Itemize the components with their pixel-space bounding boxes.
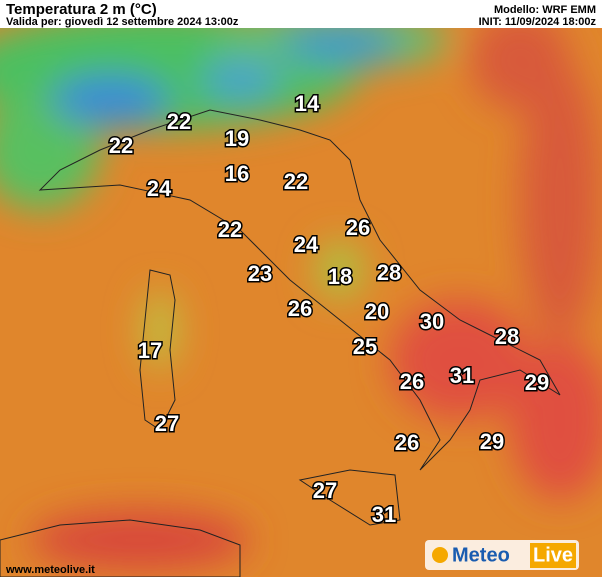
city-temperature: 20 <box>365 299 389 324</box>
logo-sun <box>432 547 448 563</box>
city-temperature: 24 <box>147 176 172 201</box>
city-temperature: 22 <box>284 169 308 194</box>
city-temperature: 31 <box>450 363 474 388</box>
coastline <box>38 109 561 471</box>
city-temperature: 22 <box>109 133 133 158</box>
city-temperature: 27 <box>155 411 179 436</box>
footer-url: www.meteolive.it <box>5 564 95 576</box>
sardinia-coast <box>139 269 176 431</box>
temperature-field <box>0 10 602 570</box>
logo-live: Live <box>533 544 573 566</box>
city-temperature: 26 <box>346 215 370 240</box>
africa-coast <box>0 519 241 577</box>
city-temperature: 28 <box>377 260 401 285</box>
model: Modello: WRF EMM <box>494 4 596 16</box>
sicily-coast <box>298 469 401 526</box>
city-temperature: 18 <box>328 264 352 289</box>
logo-live-bg <box>530 543 576 568</box>
header-bg <box>0 0 602 28</box>
city-temperature: 16 <box>225 161 249 186</box>
city-temperature: 19 <box>225 126 249 151</box>
title: Temperatura 2 m (°C) <box>6 1 157 18</box>
city-temperature: 27 <box>313 478 337 503</box>
city-labels: 14 22 19 22 16 22 24 22 26 24 23 18 28 26 20 30 28 17 25 31… <box>107 89 550 528</box>
city-temperature: 14 <box>295 91 320 116</box>
city-temperature: 23 <box>248 261 272 286</box>
init-time: INIT: 11/09/2024 18:00z <box>479 16 597 28</box>
city-temperature: 26 <box>400 369 424 394</box>
city-temperature: 31 <box>372 502 396 527</box>
city-temperature: 28 <box>495 324 519 349</box>
city-temperature: 22 <box>167 109 191 134</box>
city-temperature: 29 <box>480 429 504 454</box>
city-temperature: 26 <box>288 296 312 321</box>
city-temperature: 29 <box>525 370 549 395</box>
city-temperature: 30 <box>420 309 444 334</box>
city-temperature: 26 <box>395 430 419 455</box>
city-temperature: 17 <box>138 338 162 363</box>
city-temperature: 25 <box>353 334 377 359</box>
valid-time: Valida per: giovedì 12 settembre 2024 13… <box>6 16 239 28</box>
city-temperature: 22 <box>218 217 242 242</box>
city-temperature: 24 <box>294 232 319 257</box>
logo-meteo: Meteo <box>452 544 510 566</box>
